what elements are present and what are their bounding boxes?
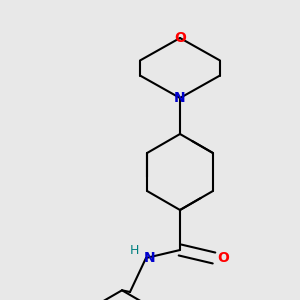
Text: O: O: [174, 31, 186, 45]
Text: N: N: [144, 251, 156, 265]
Text: N: N: [174, 91, 186, 105]
Text: O: O: [217, 251, 229, 265]
Text: H: H: [130, 244, 140, 257]
